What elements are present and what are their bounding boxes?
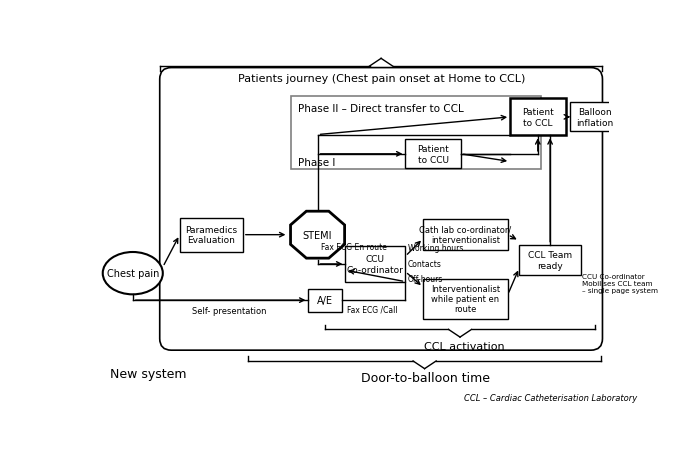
Text: Off-hours: Off-hours <box>407 274 443 283</box>
Text: Balloon
inflation: Balloon inflation <box>576 108 613 127</box>
FancyBboxPatch shape <box>308 289 342 312</box>
FancyBboxPatch shape <box>180 218 243 252</box>
FancyBboxPatch shape <box>510 99 566 136</box>
Text: Interventionalist
while patient en
route: Interventionalist while patient en route <box>431 284 500 314</box>
Text: Phase I: Phase I <box>298 157 335 167</box>
Text: Cath lab co-ordinator/
interventionalist: Cath lab co-ordinator/ interventionalist <box>420 226 511 245</box>
Text: CCL – Cardiac Catheterisation Laboratory: CCL – Cardiac Catheterisation Laboratory <box>464 394 637 403</box>
FancyBboxPatch shape <box>423 220 508 251</box>
Text: CCL activation: CCL activation <box>424 342 504 352</box>
Text: STEMI: STEMI <box>303 230 332 240</box>
Text: Patient
to CCU: Patient to CCU <box>417 145 449 164</box>
Text: New system: New system <box>110 367 186 380</box>
Text: Fax ECG /Call: Fax ECG /Call <box>347 305 397 314</box>
Text: CCU
Co-ordinator: CCU Co-ordinator <box>347 255 404 274</box>
FancyBboxPatch shape <box>519 245 581 276</box>
Text: A/E: A/E <box>317 295 333 305</box>
FancyBboxPatch shape <box>291 97 541 170</box>
Text: Paramedics
Evaluation: Paramedics Evaluation <box>185 226 238 245</box>
Text: Fax ECG En route: Fax ECG En route <box>321 242 387 251</box>
FancyBboxPatch shape <box>346 247 405 282</box>
Polygon shape <box>291 212 345 258</box>
Text: Patients journey (Chest pain onset at Home to CCL): Patients journey (Chest pain onset at Ho… <box>238 74 525 84</box>
Text: CCL Team
ready: CCL Team ready <box>528 251 572 270</box>
Text: Chest pain: Chest pain <box>107 268 159 278</box>
FancyBboxPatch shape <box>423 279 508 319</box>
Text: Contacts: Contacts <box>407 259 441 268</box>
FancyBboxPatch shape <box>570 103 619 132</box>
Text: Phase II – Direct transfer to CCL: Phase II – Direct transfer to CCL <box>298 103 464 113</box>
FancyBboxPatch shape <box>405 140 461 169</box>
Ellipse shape <box>103 253 163 295</box>
Text: Patient
to CCL: Patient to CCL <box>522 108 553 127</box>
Text: Door-to-balloon time: Door-to-balloon time <box>361 371 490 384</box>
Text: Self- presentation: Self- presentation <box>191 306 266 315</box>
Text: CCU Co-ordinator
Mobilises CCL team
– single page system: CCU Co-ordinator Mobilises CCL team – si… <box>583 273 659 293</box>
Text: Working hours: Working hours <box>407 244 463 253</box>
